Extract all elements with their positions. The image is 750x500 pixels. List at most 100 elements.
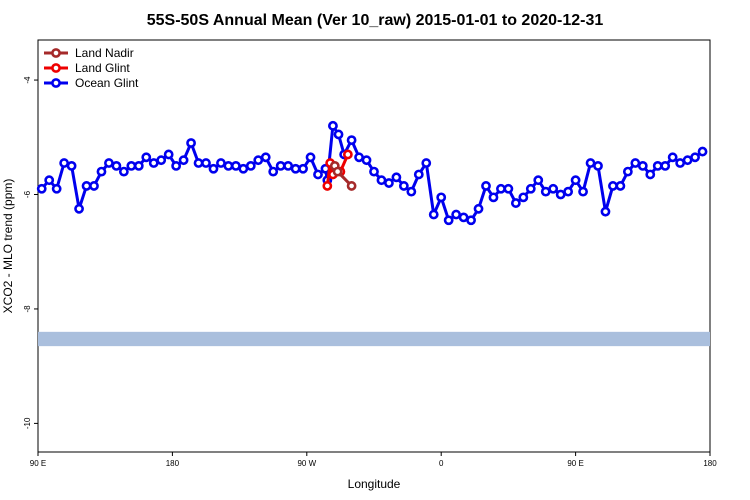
data-point-ocean-glint	[208, 163, 219, 174]
data-point-ocean-glint	[36, 183, 47, 194]
data-point-ocean-glint	[615, 181, 626, 191]
data-point-ocean-glint	[570, 175, 581, 186]
data-point-ocean-glint	[156, 155, 167, 166]
data-point-ocean-glint	[89, 181, 99, 191]
data-point-land-nadir	[346, 181, 357, 191]
data-point-ocean-glint	[600, 206, 611, 217]
data-point-ocean-glint	[398, 181, 409, 191]
series-land-nadir	[329, 160, 357, 191]
data-point-ocean-glint	[96, 166, 107, 177]
data-point-ocean-glint	[193, 158, 204, 168]
data-point-ocean-glint	[667, 152, 678, 163]
data-point-ocean-glint	[44, 175, 55, 186]
data-point-ocean-glint	[675, 158, 686, 168]
data-point-ocean-glint	[298, 163, 308, 174]
data-point-ocean-glint	[510, 198, 521, 208]
data-point-ocean-glint	[133, 160, 144, 171]
data-point-ocean-glint	[645, 169, 656, 180]
data-point-ocean-glint	[186, 138, 196, 148]
x-axis-label: Longitude	[348, 477, 401, 491]
data-point-ocean-glint	[540, 186, 551, 197]
data-point-ocean-glint	[428, 209, 439, 220]
data-point-ocean-glint	[163, 149, 174, 160]
data-point-ocean-glint	[245, 160, 256, 171]
data-point-ocean-glint	[369, 166, 379, 177]
y-tick-label: -4	[23, 76, 32, 84]
data-point-ocean-glint	[451, 209, 462, 220]
data-point-ocean-glint	[608, 181, 618, 191]
data-point-ocean-glint	[496, 183, 506, 194]
data-point-ocean-glint	[421, 158, 432, 168]
data-point-ocean-glint	[104, 158, 114, 168]
data-point-ocean-glint	[118, 166, 129, 177]
legend-item-land-glint: Land Glint	[44, 61, 130, 75]
series-layer	[36, 120, 708, 226]
chart-title: 55S-50S Annual Mean (Ver 10_raw) 2015-01…	[147, 12, 604, 29]
data-point-ocean-glint	[74, 203, 84, 214]
data-point-ocean-glint	[473, 203, 484, 214]
data-point-ocean-glint	[66, 160, 77, 171]
data-point-ocean-glint	[333, 129, 344, 140]
series-ocean-glint	[36, 120, 708, 226]
data-point-land-glint	[342, 149, 353, 160]
data-point-ocean-glint	[555, 189, 566, 200]
data-point-ocean-glint	[216, 158, 226, 168]
data-point-ocean-glint	[660, 160, 671, 171]
data-point-ocean-glint	[525, 183, 536, 194]
y-tick-label: -6	[23, 190, 32, 198]
data-point-ocean-glint	[81, 181, 92, 191]
data-point-ocean-glint	[697, 146, 708, 157]
data-point-ocean-glint	[682, 155, 693, 166]
data-point-ocean-glint	[630, 158, 641, 168]
x-tick-label: 0	[439, 459, 444, 468]
x-axis: 90 E 180 90 W 0 90 E 180	[30, 452, 717, 468]
legend-item-land-nadir: Land Nadir	[44, 46, 134, 60]
legend-marker	[51, 78, 61, 88]
legend-label: Land Glint	[75, 61, 130, 75]
y-axis: -2-4-6-8-10	[23, 76, 38, 429]
data-point-ocean-glint	[406, 186, 417, 197]
y-tick-label: -8	[23, 305, 32, 313]
data-point-ocean-glint	[313, 169, 323, 180]
data-point-ocean-glint	[283, 160, 294, 171]
data-point-ocean-glint	[622, 166, 633, 177]
data-point-ocean-glint	[238, 163, 249, 174]
data-point-ocean-glint	[585, 158, 596, 168]
x-tick-label: 180	[166, 459, 180, 468]
data-point-ocean-glint	[391, 172, 402, 183]
data-point-ocean-glint	[533, 175, 544, 186]
data-point-ocean-glint	[503, 183, 514, 194]
legend-label: Land Nadir	[75, 46, 134, 60]
x-tick-label: 90 E	[567, 459, 583, 468]
y-axis-label: XCO2 - MLO trend (ppm)	[1, 179, 15, 314]
data-point-ocean-glint	[253, 155, 264, 166]
data-point-ocean-glint	[305, 152, 316, 163]
data-point-ocean-glint	[268, 166, 279, 177]
data-point-ocean-glint	[354, 152, 364, 163]
data-point-ocean-glint	[230, 160, 241, 171]
data-point-ocean-glint	[652, 160, 663, 171]
data-point-ocean-glint	[548, 183, 559, 194]
data-point-ocean-glint	[275, 160, 286, 171]
data-point-ocean-glint	[178, 155, 189, 166]
data-point-ocean-glint	[376, 175, 387, 186]
data-point-ocean-glint	[413, 169, 424, 180]
data-point-ocean-glint	[171, 160, 182, 171]
data-point-ocean-glint	[260, 152, 271, 163]
data-point-ocean-glint	[328, 120, 338, 131]
land-band	[38, 331, 710, 347]
land-band-rect	[38, 331, 710, 347]
data-point-ocean-glint	[466, 215, 476, 226]
data-point-land-nadir	[332, 166, 343, 177]
data-point-ocean-glint	[223, 160, 234, 171]
data-point-ocean-glint	[148, 158, 159, 168]
data-point-ocean-glint	[126, 160, 137, 171]
x-tick-label: 180	[703, 459, 717, 468]
data-point-ocean-glint	[578, 186, 588, 197]
legend-marker	[51, 48, 61, 58]
data-point-ocean-glint	[201, 158, 211, 168]
data-point-ocean-glint	[59, 158, 70, 168]
data-point-ocean-glint	[690, 152, 700, 163]
